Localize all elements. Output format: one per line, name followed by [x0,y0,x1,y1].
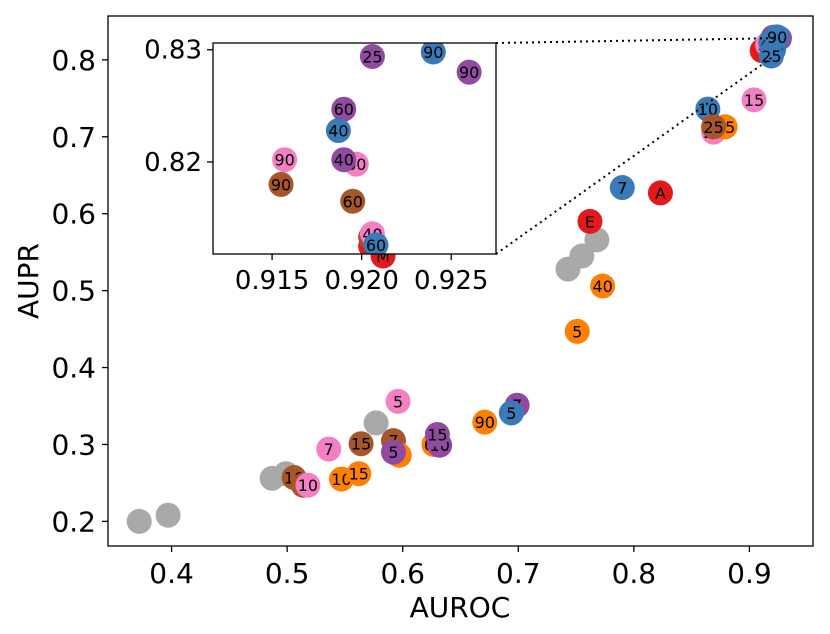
main-plot-points: 1051571075251510157609054025510157571025… [126,24,792,534]
scatter-point [472,409,498,435]
inset-point-label: 40 [328,122,348,141]
scatter-point [385,388,411,414]
scatter-point [346,461,372,487]
scatter-point [348,431,374,457]
x-axis-label: AUROC [410,591,511,624]
inset-point-label: 90 [274,151,294,170]
point-label: 7 [324,440,334,459]
inset-frame [212,42,497,255]
point-label: 5 [572,322,582,341]
inset-scatter-point [268,171,294,197]
inset-background [213,43,496,254]
point-label: 90 [475,413,495,432]
scatter-point [498,400,524,426]
scatter-point [701,114,727,140]
scatter-point [577,208,603,234]
inset-point-label: 40 [334,151,354,170]
inset-scatter-point [325,118,351,144]
scatter-point [569,243,595,269]
zoom-connector-bottom [495,55,775,255]
point-label: 25 [703,118,723,137]
point-label: 40 [592,277,612,296]
x-tick-label: 0.4 [149,557,194,590]
y-tick-label: 0.4 [51,352,96,385]
inset-point-label: 90 [459,63,479,82]
inset-scatter-point [331,147,357,173]
inset-scatter-point [188,239,213,264]
inset-point-label: F [196,243,205,262]
scatter-point [564,318,590,344]
point-label: 15 [427,425,447,444]
x-tick-label: 0.5 [265,557,310,590]
inset-y-tick-label: 0.83 [144,36,202,66]
inset-x-tick-label: 0.925 [414,266,488,296]
zoom-connector-top [495,37,785,44]
scatter-point [126,508,152,534]
y-tick-label: 0.3 [51,428,96,461]
scatter-point [424,421,450,447]
main-plot-frame [107,15,814,547]
inset-plot-points: FM90604090604040602590406090 [188,43,482,264]
y-axis-label: AUPR [12,243,45,319]
scatter-point [741,87,767,113]
inset-scatter-point [331,96,357,122]
inset-y-tick-label: 0.82 [144,148,202,178]
point-label: E [585,212,595,231]
inset-point-label: 60 [343,192,363,211]
inset-scatter-point [340,188,366,214]
point-label: 10 [298,476,318,495]
point-label: 90 [767,28,787,47]
point-label: 15 [351,435,371,454]
point-label: 15 [744,91,764,110]
inset-x-tick-label: 0.920 [324,266,398,296]
x-tick-label: 0.8 [612,557,657,590]
y-tick-label: 0.7 [51,121,96,154]
scatter-point [316,436,342,462]
scatter-point [609,175,635,201]
scatter-point [380,439,406,465]
point-label: 5 [388,443,398,462]
y-tick-label: 0.2 [51,505,96,538]
scatter-point [363,410,389,436]
x-tick-label: 0.7 [496,557,541,590]
point-label: 25 [761,47,781,66]
inset-point-label: 90 [423,43,443,62]
point-label: A [655,184,666,203]
inset-point-label: 60 [334,100,354,119]
inset-x-tick-label: 0.915 [235,266,309,296]
inset-scatter-point [456,59,482,85]
point-label: 15 [349,465,369,484]
scatter-point [764,24,790,50]
x-tick-label: 0.6 [380,557,425,590]
scatter-point [295,472,321,498]
x-tick-label: 0.9 [727,557,772,590]
inset-scatter-point [363,232,389,254]
point-label: 7 [617,179,627,198]
inset-scatter-point [272,147,298,173]
y-tick-label: 0.6 [51,198,96,231]
y-tick-label: 0.8 [51,44,96,77]
y-tick-label: 0.5 [51,275,96,308]
inset-axis-ticks: 0.915 0.920 0.925 0.82 0.83 [144,36,488,296]
scatter-point [647,180,673,206]
inset-point-label: 25 [362,47,382,66]
inset-point-label: 90 [271,175,291,194]
main-axis-ticks: 0.4 0.5 0.6 0.7 0.8 0.9 0.2 0.3 0.4 0.5 0.6 0.7 0.8 [51,44,771,590]
point-label: 5 [393,392,403,411]
inset-scatter-point [359,43,385,69]
inset-scatter-point [420,43,446,65]
scatter-point [155,502,181,528]
inset-point-label: 60 [366,236,386,255]
point-label: 5 [506,404,516,423]
scatter-point [590,273,616,299]
